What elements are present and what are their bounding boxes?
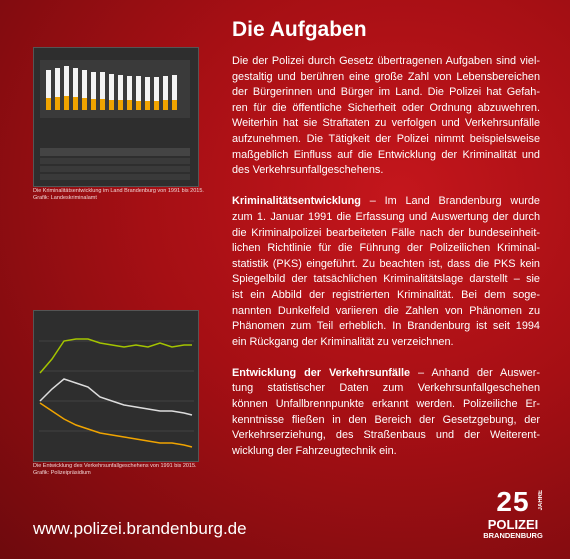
text-line: Kriminalitätsentwicklung – Im Land Brand… — [232, 194, 540, 210]
line-text: des Verkehrsunfallgeschehens. — [232, 164, 384, 177]
line-text: Verkehrserziehung, des Straßenbaus und d… — [232, 429, 540, 442]
line-text: nannten Dunkelfeld variieren die Zahlen … — [232, 304, 540, 317]
paragraph-heading: Entwicklung der Verkehrsunfälle — [232, 366, 411, 379]
line-text: wicklung der Fahrzeugtechnik ein. — [232, 444, 397, 457]
line-text: – Anhand der Auswer- — [410, 366, 540, 379]
line-text: der Bürgerinnen und Bürger im Land. Die … — [232, 86, 540, 99]
line-text: können Unfallbrennpunkte erkannt werden.… — [232, 398, 540, 411]
line-text: Weiterhin hat sie Straftaten zu verfolge… — [232, 117, 540, 130]
title: Die Aufgaben — [232, 18, 367, 41]
line-text: kenntnisse fließen in den Bereich der Ge… — [232, 413, 540, 426]
line-text: Phänomen zum Teil erheblich. In Brandenb… — [232, 320, 540, 333]
text-line: ist ein Abbild der registrierten Krimina… — [232, 288, 540, 304]
paragraph: Die der Polizei durch Gesetz übertragene… — [232, 54, 540, 179]
line-text: aufzunehmen. Die Tätigkeit der Polizei n… — [232, 132, 540, 145]
line-text: ein Rückgang der Kriminalität zu verzeic… — [232, 335, 454, 348]
crime-chart-thumbnail — [33, 47, 199, 187]
paragraph: Kriminalitätsentwicklung – Im Land Brand… — [232, 194, 540, 350]
line-text: – Im Land Brandenburg wurde — [360, 195, 540, 208]
caption-line: Grafik: Polizeipräsidium — [33, 470, 91, 476]
traffic-chart-graphic — [34, 311, 198, 461]
text-line: zum 1. Januar 1991 die Erfassung und Aus… — [232, 210, 540, 226]
text-line: Phänomen zum Teil erheblich. In Brandenb… — [232, 319, 540, 335]
text-line: der Bürgerinnen und Bürger im Land. Die … — [232, 85, 540, 101]
text-line: tung statistischer Daten zum Verkehrsunf… — [232, 381, 540, 397]
text-line: des Verkehrsunfallgeschehens. — [232, 163, 540, 179]
caption: Die Entwicklung des Verkehrsunfallgesche… — [33, 463, 197, 477]
line-text: maßgeblich Einfluss auf die Entwicklung … — [232, 148, 540, 161]
caption-line: Die Kriminalitätsentwicklung im Land Bra… — [33, 188, 204, 194]
logo: 25 JAHRE POLIZEI BRANDENBURG — [478, 486, 548, 541]
line-text: statistik (PKS) eingeführt. Zu beachten … — [232, 257, 540, 270]
caption-line: Die Entwicklung des Verkehrsunfallgesche… — [33, 463, 197, 469]
text-column: Die der Polizei durch Gesetz übertragene… — [232, 54, 540, 475]
line-text: lichen Richtlinie für die Führung der Po… — [232, 242, 540, 255]
text-line: wicklung der Fahrzeugtechnik ein. — [232, 444, 540, 460]
text-line: kenntnisse fließen in den Bereich der Ge… — [232, 413, 540, 429]
text-line: gestaltig und berühren eine große Zahl v… — [232, 70, 540, 86]
line-text: zum 1. Januar 1991 die Erfassung und Aus… — [232, 210, 540, 223]
caption: Die Kriminalitätsentwicklung im Land Bra… — [33, 188, 204, 202]
text-line: können Unfallbrennpunkte erkannt werden.… — [232, 397, 540, 413]
line-text: die Kriminalpolizei bearbeiteten Fälle n… — [232, 226, 540, 239]
text-line: Entwicklung der Verkehrsunfälle – Anhand… — [232, 366, 540, 382]
line-text: ist ein Abbild der registrierten Krimina… — [232, 288, 540, 301]
text-line: Verkehrserziehung, des Straßenbaus und d… — [232, 428, 540, 444]
traffic-chart-thumbnail — [33, 310, 199, 462]
line-text: Spiegelbild der tatsächlichen Kriminalit… — [232, 273, 540, 286]
text-line: aufzunehmen. Die Tätigkeit der Polizei n… — [232, 132, 540, 148]
line-text: gestaltig und berühren eine große Zahl v… — [232, 70, 540, 83]
logo-region: BRANDENBURG — [483, 531, 543, 540]
paragraph: Entwicklung der Verkehrsunfälle – Anhand… — [232, 366, 540, 460]
footer-url: www.polizei.brandenburg.de — [33, 519, 247, 538]
logo-number: 25 — [496, 486, 530, 517]
text-line: statistik (PKS) eingeführt. Zu beachten … — [232, 257, 540, 273]
caption-line: Grafik: Landeskriminalamt — [33, 195, 97, 201]
line-text: tung statistischer Daten zum Verkehrsunf… — [232, 382, 540, 395]
logo-name: POLIZEI — [487, 517, 539, 532]
text-line: nannten Dunkelfeld variieren die Zahlen … — [232, 304, 540, 320]
paragraph-heading: Kriminalitätsentwicklung — [232, 195, 361, 208]
text-line: die Kriminalpolizei bearbeiteten Fälle n… — [232, 226, 540, 242]
logo-jahre: JAHRE — [538, 490, 544, 511]
text-line: maßgeblich Einfluss auf die Entwicklung … — [232, 148, 540, 164]
line-text: Die der Polizei durch Gesetz übertragene… — [232, 55, 540, 67]
text-line: ren für die öffentliche Sicherheit oder … — [232, 101, 540, 117]
text-line: Weiterhin hat sie Straftaten zu verfolge… — [232, 116, 540, 132]
text-line: lichen Richtlinie für die Führung der Po… — [232, 241, 540, 257]
text-line: Die der Polizei durch Gesetz übertragene… — [232, 54, 540, 70]
text-line: Spiegelbild der tatsächlichen Kriminalit… — [232, 272, 540, 288]
crime-chart-graphic — [34, 48, 198, 186]
text-line: ein Rückgang der Kriminalität zu verzeic… — [232, 335, 540, 351]
line-text: ren für die öffentliche Sicherheit oder … — [232, 101, 540, 114]
